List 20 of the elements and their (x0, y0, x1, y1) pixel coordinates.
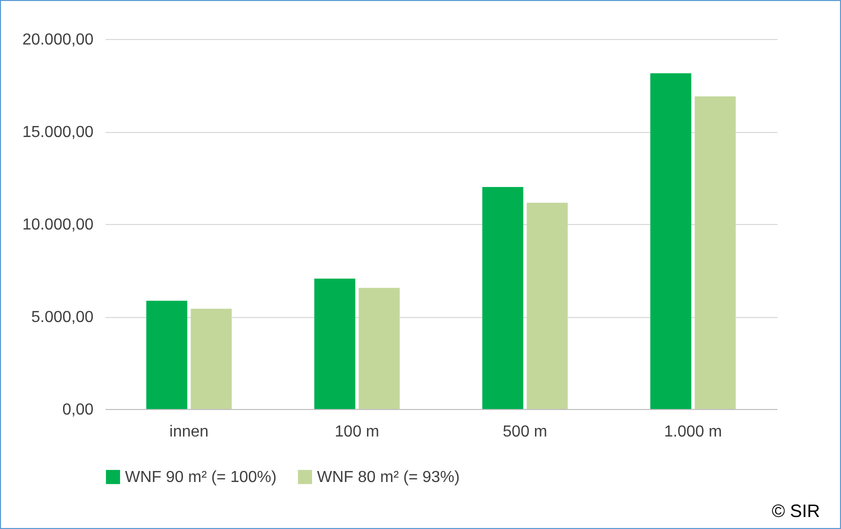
y-tick-label: 10.000,00 (22, 216, 94, 234)
legend-label: WNF 80 m² (= 93%) (317, 469, 460, 486)
x-tick-label: 100 m (334, 424, 380, 440)
bar (526, 202, 568, 409)
legend-label: WNF 90 m² (= 100%) (125, 469, 277, 486)
bar (146, 300, 188, 409)
x-tick-label: 500 m (502, 424, 548, 440)
bar (694, 96, 736, 409)
y-tick-label: 20.000,00 (22, 32, 94, 48)
bar (482, 187, 524, 409)
x-tick-label: innen (169, 424, 209, 440)
bar (314, 278, 356, 409)
x-tick-label: 1.000 m (664, 424, 722, 440)
bar (358, 288, 400, 409)
bar (650, 73, 692, 409)
text: © SIR (772, 501, 820, 522)
y-tick-label: 15.000,00 (22, 124, 94, 141)
bar (190, 308, 232, 409)
y-tick-label: 0,00 (62, 402, 94, 418)
y-tick-label: 5.000,00 (31, 309, 94, 326)
